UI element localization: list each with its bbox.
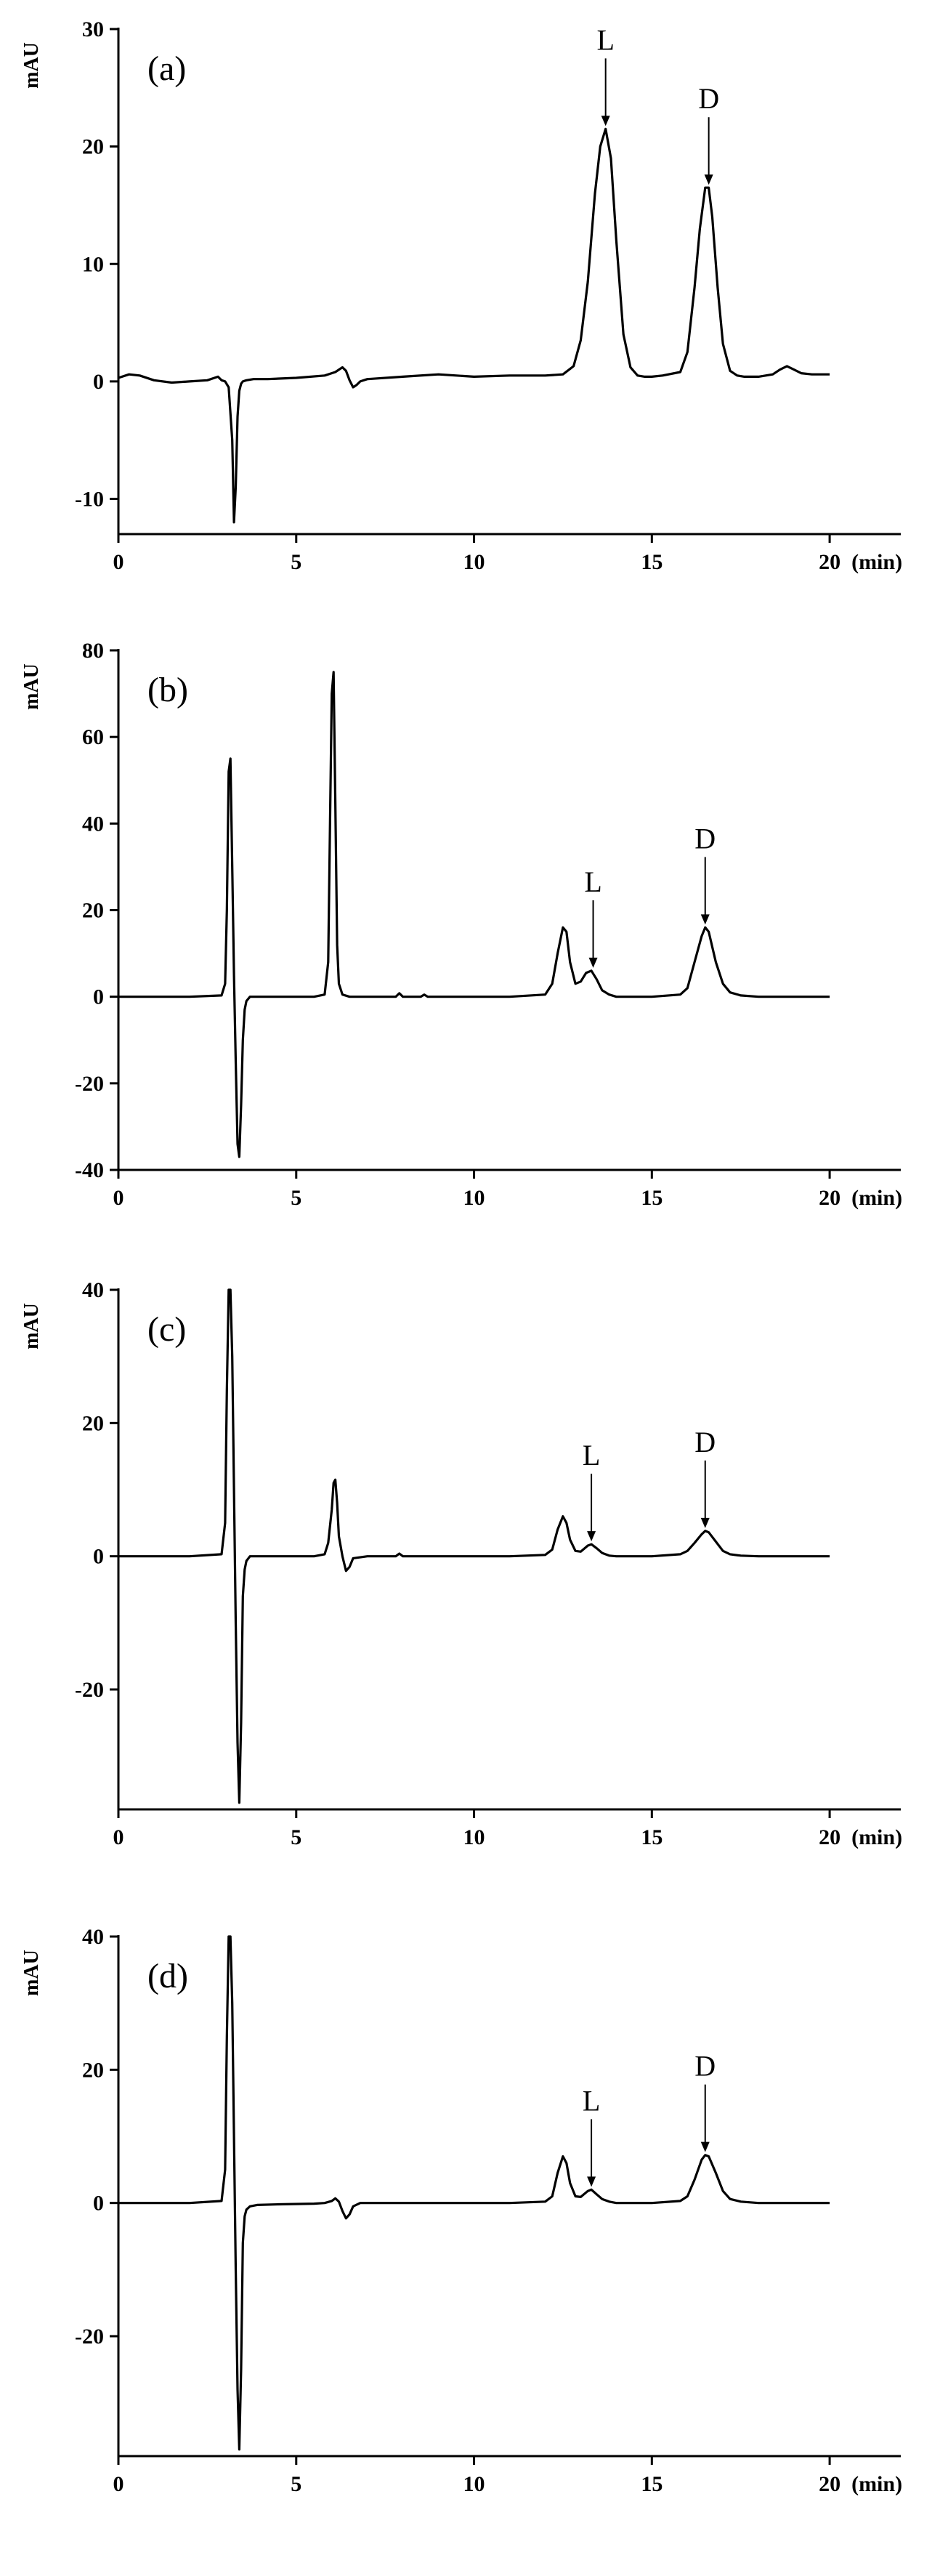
x-tick-label-d: 0 [113,2472,124,2496]
x-tick-label-d: 15 [641,2472,663,2496]
panel-label-a: (a) [147,49,186,88]
peak-label-l-c: L [583,1439,600,1471]
y-tick-label-b: 20 [82,899,104,923]
y-axis-label-b: mAU [20,663,43,710]
x-tick-label-c: 10 [463,1825,485,1849]
chromatogram-trace-d [118,1935,830,2451]
peak-label-l-b: L [584,865,601,898]
y-axis-label-c: mAU [20,1303,43,1349]
x-tick-label-a: 10 [463,550,485,574]
y-axis-label-a: mAU [20,42,43,89]
x-tick-label-a: 20 [819,550,840,574]
x-tick-label-a: 15 [641,550,663,574]
x-tick-label-c: 5 [291,1825,301,1849]
peak-arrow-head-a [601,116,610,126]
peak-label-d-b: D [694,822,716,855]
y-tick-label-c: 40 [82,1278,104,1302]
x-tick-label-c: 0 [113,1825,124,1849]
x-unit-label-a: (min) [851,550,902,574]
panel-label-c: (c) [147,1310,186,1349]
peak-arrow-head-c [700,1517,710,1528]
x-tick-label-b: 15 [641,1186,663,1210]
y-tick-label-c: 20 [82,1411,104,1435]
x-tick-label-d: 5 [291,2472,301,2496]
y-tick-label-d: 0 [93,2192,104,2216]
peak-arrow-head-d [587,2176,596,2187]
x-tick-label-b: 20 [819,1186,840,1210]
chromatogram-trace-b [118,671,830,1158]
x-tick-label-a: 0 [113,550,124,574]
x-tick-label-b: 5 [291,1186,301,1210]
y-tick-label-b: 40 [82,812,104,836]
y-tick-label-a: 20 [82,135,104,159]
x-unit-label-c: (min) [851,1825,902,1849]
y-tick-label-b: -40 [75,1158,104,1182]
x-tick-label-b: 0 [113,1186,124,1210]
x-tick-label-c: 15 [641,1825,663,1849]
peak-label-d-c: D [694,1426,716,1458]
chromatogram-panel-c: 0 5 10 15 20 (min) -20 0 20 40 mAU (c) L D [20,1278,902,1849]
y-tick-label-c: -20 [75,1678,104,1702]
chromatogram-panel-b: 0 5 10 15 20 (min) -40 -20 0 20 40 60 80 mAU (b) L D [20,639,902,1210]
chromatogram-trace-a [118,127,830,524]
y-tick-label-d: 20 [82,2058,104,2082]
chromatogram-panel-a: 0 5 10 15 20 (min) -10 0 10 20 30 mAU (a) L D [20,17,902,574]
y-tick-label-a: 30 [82,17,104,41]
chromatogram-trace-c [118,1288,830,1804]
peak-label-l-a: L [596,23,614,56]
y-tick-label-b: 60 [82,725,104,749]
x-unit-label-b: (min) [851,1186,902,1210]
peak-arrow-head-c [587,1531,596,1542]
chromatogram-panel-d: 0 5 10 15 20 (min) -20 0 20 40 mAU (d) L D [20,1925,902,2496]
panel-label-b: (b) [147,671,188,709]
y-tick-label-c: 0 [93,1545,104,1569]
y-tick-label-d: -20 [75,2325,104,2349]
peak-label-d-d: D [694,2050,716,2083]
x-tick-label-d: 10 [463,2472,485,2496]
peak-arrow-head-b [700,914,710,925]
y-tick-label-b: -20 [75,1072,104,1096]
y-tick-label-d: 40 [82,1925,104,1949]
x-tick-label-d: 20 [819,2472,840,2496]
x-tick-label-a: 5 [291,550,301,574]
x-tick-label-c: 20 [819,1825,840,1849]
peak-arrow-head-a [704,174,713,185]
peak-arrow-head-b [588,957,598,968]
y-tick-label-a: 10 [82,252,104,276]
peak-arrow-head-d [700,2141,710,2152]
y-tick-label-b: 80 [82,639,104,663]
peak-label-d-a: D [698,82,719,115]
peak-label-l-d: L [583,2084,600,2117]
panel-label-d: (d) [147,1957,188,1995]
y-tick-label-a: -10 [75,488,104,512]
y-axis-label-d: mAU [20,1950,43,1996]
y-tick-label-b: 0 [93,985,104,1009]
y-tick-label-a: 0 [93,370,104,394]
x-tick-label-b: 10 [463,1186,485,1210]
x-unit-label-d: (min) [851,2472,902,2496]
